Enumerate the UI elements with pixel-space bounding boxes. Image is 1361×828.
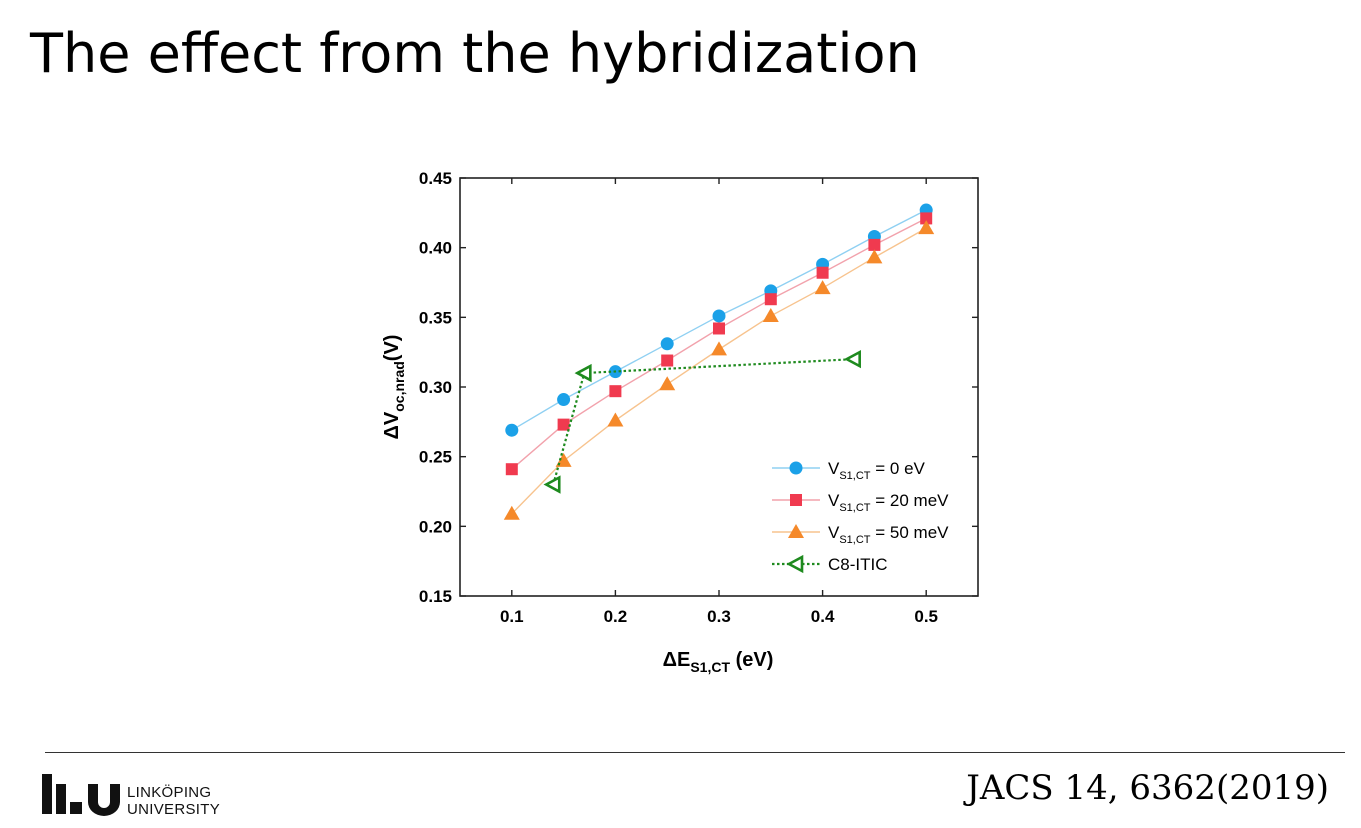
data-point xyxy=(762,307,779,322)
y-tick-label: 0.40 xyxy=(419,239,452,258)
x-tick-label: 0.4 xyxy=(811,607,835,626)
data-point xyxy=(543,475,561,494)
series-layer xyxy=(503,203,935,520)
y-axis-label-sub: oc,nrad xyxy=(391,361,407,412)
data-point xyxy=(609,385,622,398)
data-point xyxy=(843,349,861,369)
data-point xyxy=(711,341,727,356)
liu-logo-mark xyxy=(42,774,120,816)
data-point xyxy=(712,309,726,323)
data-point xyxy=(607,412,624,427)
x-tick-label: 0.5 xyxy=(914,607,938,626)
y-tick-label: 0.30 xyxy=(419,378,452,397)
legend-marker xyxy=(789,461,803,475)
data-point xyxy=(574,363,592,383)
university-name-line2: UNIVERSITY xyxy=(127,801,221,818)
legend-label: VS1,CT = 20 meV xyxy=(828,491,949,514)
x-axis-label-unit: (eV) xyxy=(730,649,773,671)
x-tick-label: 0.3 xyxy=(707,607,731,626)
legend-label: VS1,CT = 0 eV xyxy=(828,459,926,482)
data-point xyxy=(814,280,831,295)
series-1 xyxy=(505,212,933,476)
y-axis-label: ΔVoc,nrad(V) xyxy=(381,335,407,440)
y-tick-label: 0.35 xyxy=(419,308,452,327)
x-axis-label-sub: S1,CT xyxy=(690,659,730,675)
x-tick-label: 0.2 xyxy=(604,607,628,626)
data-point xyxy=(920,212,933,225)
footer-divider xyxy=(45,752,1345,753)
series-2 xyxy=(503,220,935,520)
data-point xyxy=(764,293,777,306)
x-axis-label-main: ΔE xyxy=(663,649,691,671)
series-0 xyxy=(505,203,933,437)
y-tick-label: 0.20 xyxy=(419,517,452,536)
data-point xyxy=(816,266,829,279)
x-tick-label: 0.1 xyxy=(500,607,524,626)
data-point xyxy=(659,376,676,391)
legend-label: C8-ITIC xyxy=(828,555,888,574)
data-point xyxy=(505,423,519,437)
university-name: LINKÖPING UNIVERSITY xyxy=(127,784,220,818)
legend-marker xyxy=(790,494,802,506)
slide-title: The effect from the hybridization xyxy=(30,22,920,85)
y-tick-label: 0.15 xyxy=(419,587,452,606)
legend-label: VS1,CT = 50 meV xyxy=(828,523,949,546)
y-tick-label: 0.45 xyxy=(419,169,452,188)
y-tick-label: 0.25 xyxy=(419,448,452,467)
data-point xyxy=(660,337,674,351)
legend-marker xyxy=(788,524,804,538)
series-3 xyxy=(543,349,861,494)
data-point xyxy=(557,418,570,431)
data-point xyxy=(661,354,674,367)
series-line xyxy=(552,358,854,485)
x-ticks: 0.1 0.2 0.3 0.4 0.5 xyxy=(500,178,938,626)
data-point xyxy=(503,505,520,520)
y-axis-label-main: ΔV xyxy=(381,411,403,439)
legend: VS1,CT = 0 eV VS1,CT = 20 meV VS1,CT = 50 … xyxy=(772,459,949,574)
x-axis-label: ΔES1,CT (eV) xyxy=(663,649,774,675)
university-name-line1: LINKÖPING xyxy=(127,784,212,801)
data-point xyxy=(505,463,518,476)
y-axis-label-unit: (V) xyxy=(381,335,403,362)
data-point xyxy=(713,322,725,335)
data-point xyxy=(866,249,883,264)
data-point xyxy=(868,238,881,251)
data-point xyxy=(918,220,935,235)
legend-marker xyxy=(786,554,804,574)
chart: 0.150.200.250.300.350.400.45 0.1 0.2 0.3 0.… xyxy=(381,169,979,675)
data-point xyxy=(557,393,571,407)
y-ticks: 0.15 0.20 0.25 0.30 0.35 0.40 0.45 xyxy=(419,169,978,606)
citation: JACS 14, 6362(2019) xyxy=(966,768,1329,808)
